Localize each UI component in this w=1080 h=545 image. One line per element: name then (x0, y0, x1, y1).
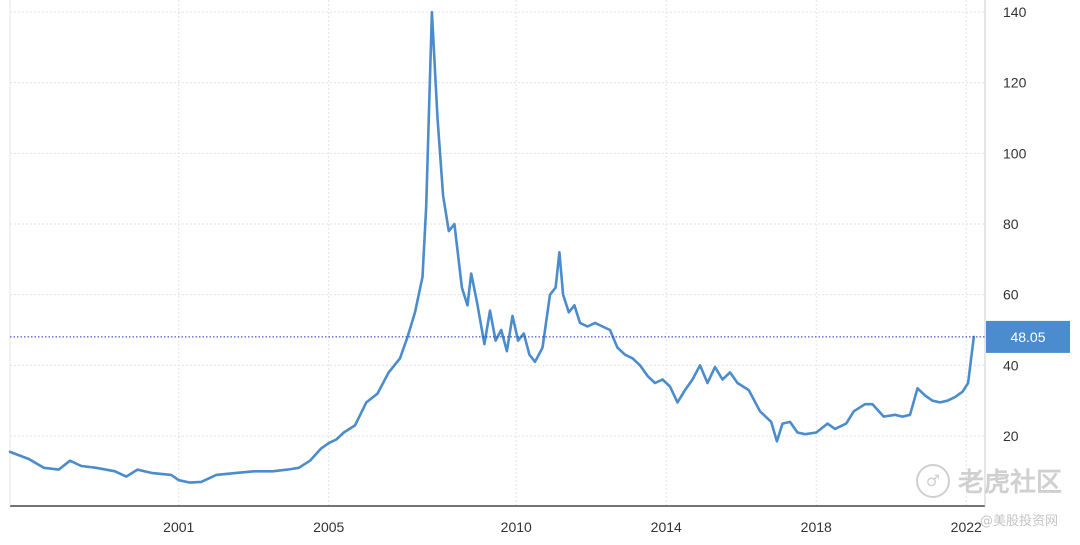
x-tick-label: 2018 (801, 519, 832, 535)
watermark-handle: @美股投资网 (979, 514, 1058, 529)
x-tick-label: 2010 (501, 519, 532, 535)
x-tick-label: 2001 (163, 519, 194, 535)
x-axis-ticks: 2001 2005 2010 2014 2018 2022 (163, 519, 982, 535)
y-axis-ticks: 140 120 100 80 60 40 20 (1003, 4, 1027, 444)
watermark: ♂ 老虎社区 (915, 462, 1062, 499)
y-tick-label: 40 (1003, 357, 1019, 373)
y-tick-label: 120 (1003, 75, 1027, 91)
x-tick-label: 2014 (651, 519, 682, 535)
y-tick-label: 60 (1003, 287, 1019, 303)
series-layer (8, 10, 976, 484)
y-tick-label: 80 (1003, 216, 1019, 232)
watermark-brand: 老虎社区 (957, 468, 1062, 498)
tiger-logo-icon: ♂ (915, 463, 950, 498)
y-tick-label: 100 (1003, 145, 1027, 161)
x-tick-label: 2005 (313, 519, 344, 535)
grid-lines (10, 0, 985, 506)
current-value-box (986, 320, 1070, 353)
x-tick-label: 2022 (951, 519, 982, 535)
y-tick-label: 140 (1003, 4, 1027, 20)
price-series-line (8, 10, 976, 484)
current-value-callout: 48.05 (986, 320, 1070, 353)
axes (9, 0, 986, 507)
current-value-label: 48.05 (1010, 329, 1045, 345)
y-tick-label: 20 (1003, 428, 1019, 444)
